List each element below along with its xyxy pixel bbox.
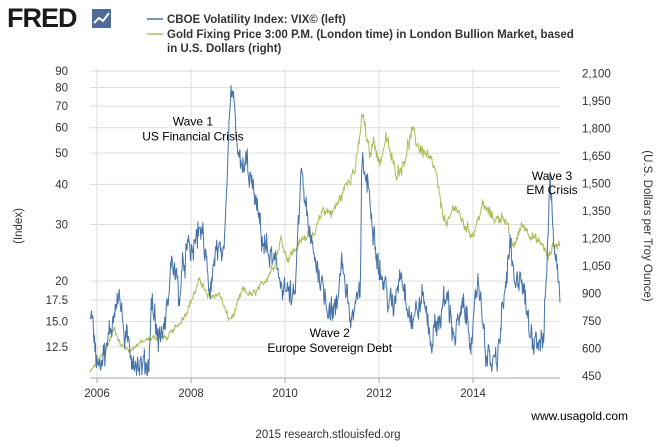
legend-label-gold-line-1: Gold Fixing Price 3:00 P.M. (London time… [167,29,574,41]
footer-credit: 2015 research.stlouisfed.org [255,429,400,441]
annotation-label: Wave 1 [173,114,214,128]
x-tick-label: 2006 [84,388,110,400]
right-tick-label: 900 [582,289,601,301]
left-tick-label: 12.5 [46,342,68,354]
right-tick-label: 1,500 [582,179,611,191]
annotation-label: EM Crisis [526,183,577,197]
right-tick-label: 1,650 [582,151,611,163]
x-tick-label: 2014 [460,388,486,400]
right-tick-label: 1,350 [582,206,611,218]
right-tick-label: 600 [582,344,601,356]
x-tick-label: 2010 [272,388,298,400]
fred-logo-text: FRED [7,3,77,33]
vix-series-line [89,85,561,376]
annotation-label: Europe Sovereign Debt [267,341,392,355]
fred-logo: FRED [7,3,111,33]
left-tick-label: 50 [55,148,68,160]
x-tick-label: 2008 [178,388,204,400]
legend: CBOE Volatility Index: VIX© (left) Gold … [147,14,577,55]
left-tick-label: 17.5 [46,295,68,307]
annotation-label: US Financial Crisis [142,129,243,143]
left-tick-label: 30 [55,220,68,232]
right-axis: 450 600 750 900 1,050 1,200 1,350 1,500 1,650 1,8… [582,69,611,384]
x-tick-label: 2012 [366,388,392,400]
fred-chart-logo-icon [92,9,111,28]
left-tick-label: 70 [55,101,68,113]
right-axis-title: (U.S. Dollars per Troy Ounce) [641,150,653,302]
legend-label-gold-line-2: in U.S. Dollars (right) [167,43,282,55]
right-tick-label: 1,200 [582,234,611,246]
left-tick-label: 40 [55,179,68,191]
right-tick-label: 1,800 [582,124,611,136]
left-axis: 12.5 15.0 17.5 20 30 40 50 60 70 80 90 [46,66,68,354]
x-axis: 2006 2008 2010 2012 2014 [84,377,560,400]
left-tick-label: 90 [55,66,68,78]
legend-label-vix: CBOE Volatility Index: VIX© (left) [167,14,346,26]
annotation-label: Wave 2 [310,326,351,340]
gold-series-line [89,113,561,373]
right-tick-label: 450 [582,371,601,383]
right-tick-label: 1,050 [582,261,611,273]
source-credit: www.usagold.com [530,409,628,423]
right-tick-label: 2,100 [582,69,611,81]
legend-label-gold: Gold Fixing Price 3:00 P.M. (London time… [167,29,577,55]
left-axis-title: (Index) [13,208,25,244]
left-tick-label: 60 [55,123,68,135]
right-tick-label: 750 [582,316,601,328]
left-tick-label: 80 [55,83,68,95]
left-tick-label: 20 [55,276,68,288]
series-layer [89,85,561,376]
left-tick-label: 15.0 [46,316,68,328]
right-tick-label: 1,950 [582,96,611,108]
annotation-label: Wave 3 [532,169,573,183]
